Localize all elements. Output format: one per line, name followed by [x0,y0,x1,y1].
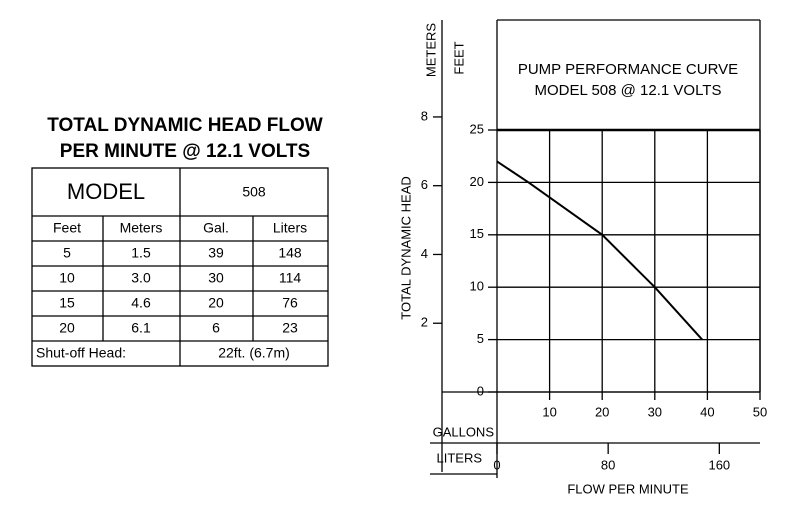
y2-tick-label: 2 [421,315,428,330]
y2-tick-label: 4 [421,246,428,261]
column-header: Gal. [203,220,229,236]
x-label: FLOW PER MINUTE [567,481,689,496]
table-cell: 5 [63,245,71,261]
table-header: 508 [242,184,266,200]
table-cell: 3.0 [131,270,151,286]
y-tick-label: 25 [470,121,484,136]
table-cell: 6 [212,320,220,336]
y-tick-label: 15 [470,226,484,241]
y2-tick-label: 6 [421,177,428,192]
table-cell: 76 [282,295,298,311]
table-cell: 23 [282,320,298,336]
column-header: Feet [53,220,81,236]
y-tick-label: 0 [477,383,484,398]
table-cell: 20 [59,320,75,336]
x2-tick-label: 0 [493,457,500,472]
table-title: PER MINUTE @ 12.1 VOLTS [60,141,310,162]
x-tick-label: 20 [595,404,609,419]
y-tick-label: 10 [470,279,484,294]
table-cell: 15 [59,295,75,311]
x-tick-label: 30 [648,404,662,419]
x-tick-label: 40 [700,404,714,419]
column-header: Liters [273,220,307,236]
table-cell: 30 [208,270,224,286]
table-cell: 10 [59,270,75,286]
table-lines [31,167,329,367]
table-footer: 22ft. (6.7m) [218,345,290,361]
table-footer: Shut-off Head: [36,345,126,361]
table-cell: 6.1 [131,320,151,336]
x2-tick-label: 80 [601,457,615,472]
y-tick-label: 20 [470,174,484,189]
y-tick-label: 5 [477,331,484,346]
y2-tick-label: 8 [421,108,428,123]
x2-tick-label: 160 [708,457,730,472]
y-label: TOTAL DYNAMIC HEAD [398,176,413,320]
table-cell: 114 [279,270,302,286]
x-unit: GALLONS [433,424,495,439]
chart-title: PUMP PERFORMANCE CURVE [518,61,738,78]
table-cell: 20 [208,295,224,311]
table-header: MODEL [67,179,145,204]
y-unit: FEET [451,41,466,74]
x-tick-label: 10 [542,404,556,419]
table-cell: 148 [278,245,302,261]
table-cell: 39 [208,245,224,261]
curve [496,160,703,341]
y2-unit: METERS [423,23,438,78]
x-tick-label: 50 [753,404,767,419]
table-cell: 4.6 [131,295,151,311]
table-cell: 1.5 [131,245,151,261]
x2-unit: LITERS [436,450,482,465]
column-header: Meters [120,220,163,236]
chart-title: MODEL 508 @ 12.1 VOLTS [535,82,722,99]
table-title: TOTAL DYNAMIC HEAD FLOW [47,115,323,136]
